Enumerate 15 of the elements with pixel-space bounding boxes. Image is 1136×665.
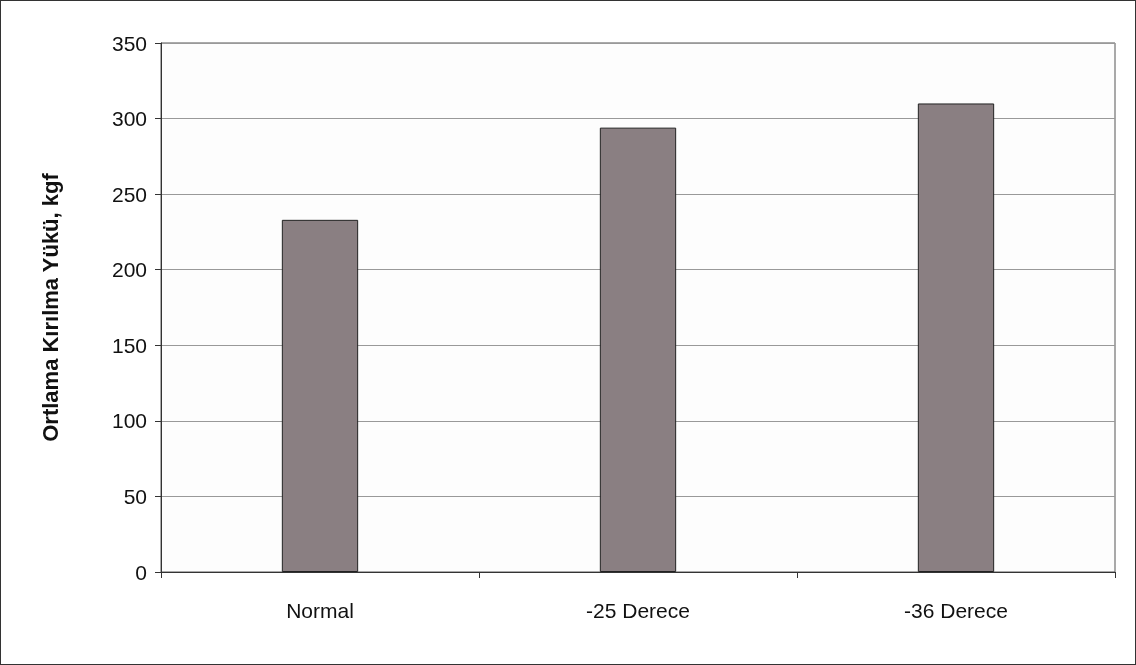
y-tick-label: 50 (123, 484, 147, 508)
y-tick-label: 100 (111, 409, 147, 433)
y-tick-label: 150 (111, 333, 147, 357)
y-tick-label: 350 (111, 31, 147, 55)
x-tick-label: -25 Derece (586, 599, 690, 622)
y-tick-label: 200 (111, 258, 147, 282)
bar (281, 219, 359, 572)
bar (917, 103, 995, 572)
y-tick-label: 0 (135, 560, 147, 584)
x-tick-label: -36 Derece (904, 599, 1008, 622)
x-tick-label: Normal (286, 599, 354, 622)
bar (599, 127, 677, 572)
y-axis-title: Ortlama Kırılma Yükü, kgf (37, 172, 63, 442)
y-tick-label: 250 (111, 182, 147, 206)
y-tick-label: 300 (111, 107, 147, 131)
